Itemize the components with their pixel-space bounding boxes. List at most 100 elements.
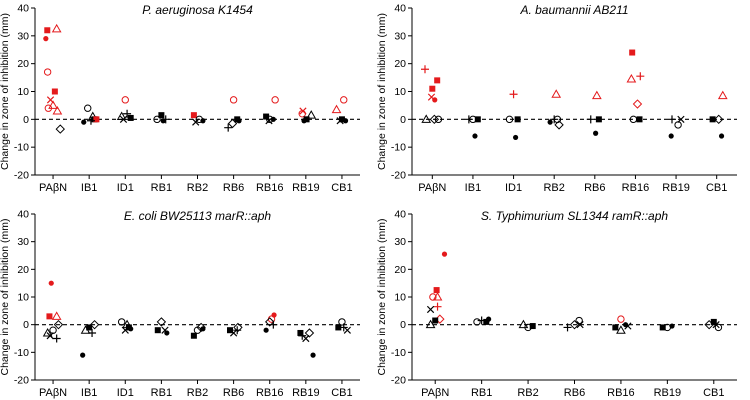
axis-frame	[411, 214, 737, 381]
data-point	[669, 323, 675, 329]
data-point	[43, 68, 52, 76]
x-tick-label: PAβN	[39, 387, 67, 399]
data-point	[116, 111, 127, 121]
y-tick-label: 10	[17, 292, 29, 304]
data-point	[636, 116, 643, 123]
data-point	[200, 326, 206, 332]
data-point	[429, 85, 436, 92]
data-point	[342, 118, 349, 124]
data-point	[434, 115, 443, 124]
data-point	[302, 334, 310, 343]
data-point	[712, 321, 720, 329]
data-point	[616, 325, 626, 334]
data-point	[190, 332, 197, 339]
data-point	[265, 317, 275, 327]
data-point	[441, 251, 448, 257]
data-point	[338, 318, 346, 326]
data-point	[668, 133, 674, 139]
data-point	[121, 96, 129, 104]
data-point	[659, 324, 666, 331]
x-tick-label: RB6	[223, 182, 244, 194]
x-tick-label: RB2	[187, 182, 208, 194]
data-point	[336, 117, 344, 125]
x-tick-label: RB6	[584, 182, 605, 194]
y-tick-label: 40	[17, 209, 29, 221]
axis-frame	[34, 8, 360, 176]
data-point	[335, 324, 342, 331]
x-tick-label: RB1	[151, 182, 172, 194]
data-point	[304, 328, 315, 338]
y-tick-label: -20	[14, 170, 29, 182]
y-tick-label: 20	[394, 264, 406, 276]
data-point	[512, 134, 519, 141]
data-point	[554, 120, 564, 130]
data-point	[593, 130, 599, 136]
y-tick-label: 40	[394, 209, 406, 221]
data-point	[44, 27, 51, 34]
chart-title: P. aeruginosa K1454	[142, 3, 253, 17]
data-point	[709, 116, 716, 123]
data-point	[229, 329, 238, 337]
data-point	[591, 90, 602, 100]
chart-title: E. coli BW25113 marR::aph	[124, 209, 272, 223]
x-tick-label: IB1	[81, 387, 98, 399]
x-tick-label: RB2	[187, 387, 208, 399]
x-tick-label: PAβN	[421, 387, 449, 399]
data-point	[196, 322, 206, 333]
data-point	[164, 330, 170, 336]
data-point	[86, 116, 95, 125]
x-tick-label: PAβN	[418, 182, 446, 194]
data-point	[472, 133, 478, 139]
y-tick-label: 20	[394, 58, 406, 70]
x-tick-label: RB16	[622, 182, 650, 194]
data-point	[301, 118, 307, 124]
data-point	[432, 317, 439, 324]
data-point	[514, 116, 521, 123]
x-tick-label: RB2	[543, 182, 564, 194]
x-tick-label: RB19	[654, 387, 682, 399]
data-point	[43, 36, 49, 42]
x-tick-label: CB1	[706, 182, 727, 194]
data-point	[629, 49, 636, 56]
data-point	[269, 320, 278, 329]
data-point	[80, 352, 86, 358]
data-point	[55, 124, 65, 134]
data-point	[117, 318, 126, 326]
y-tick-label: -10	[391, 142, 406, 154]
data-point	[632, 99, 643, 109]
data-point	[718, 133, 725, 139]
data-point	[509, 90, 518, 99]
chart-panel-4: -20 -10 0 10 20 30 40 PAβN RB1 RB2 RB6 RB16 RB19 CB1 S…	[376, 209, 737, 399]
chart-title: S. Typhimurium SL1344 ramR::aph	[481, 209, 669, 223]
data-point	[714, 323, 723, 332]
x-tick-label: ID1	[117, 182, 134, 194]
data-point	[224, 123, 233, 132]
data-point	[612, 324, 619, 331]
y-axis-label: Change in zone of inhibition (mm)	[0, 13, 11, 170]
data-point	[426, 305, 435, 314]
x-tick-label: ID1	[505, 182, 522, 194]
y-tick-label: -20	[391, 375, 406, 387]
y-tick-label: 20	[17, 58, 29, 70]
data-point	[421, 114, 432, 123]
data-point	[48, 100, 58, 109]
x-tick-label: RB19	[292, 182, 320, 194]
data-point	[421, 65, 429, 74]
data-point	[123, 109, 132, 118]
data-point	[553, 115, 562, 124]
y-tick-label: 30	[17, 30, 29, 42]
x-tick-label: RB16	[607, 387, 635, 399]
x-tick-label: IB1	[465, 182, 482, 194]
y-tick-label: 30	[394, 236, 406, 248]
y-tick-label: 10	[394, 86, 406, 98]
data-point	[668, 115, 676, 124]
data-point	[563, 323, 572, 332]
chart-panel-1: -20 -10 0 10 20 30 40 PAβN IB1 ID1 RB1 RB2 RB6 RB16 RB…	[0, 3, 360, 194]
data-point	[306, 110, 317, 119]
data-point	[200, 118, 206, 124]
data-point	[551, 89, 562, 98]
data-point	[52, 334, 61, 343]
y-axis-label: Change in zone of inhibition (mm)	[376, 13, 388, 170]
data-point	[595, 116, 602, 123]
